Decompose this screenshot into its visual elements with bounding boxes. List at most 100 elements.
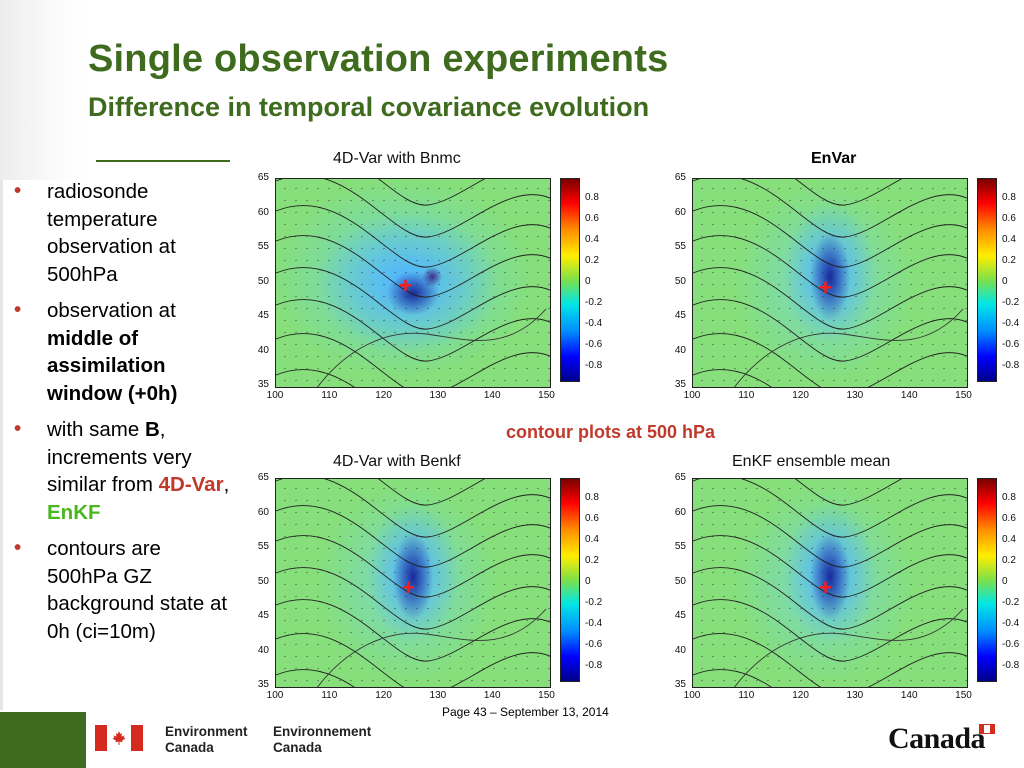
- x-tick-label: 140: [900, 690, 918, 701]
- colorbar: [560, 178, 580, 382]
- bullet-item: • radiosonde temperature observation at 5…: [14, 178, 234, 288]
- bullet-list: • radiosonde temperature observation at 5…: [14, 178, 234, 654]
- canada-wordmark: Canada: [888, 722, 986, 755]
- bullet-icon: •: [14, 417, 22, 440]
- canada-flag-icon: [95, 725, 143, 751]
- y-tick-label: 60: [257, 206, 269, 218]
- department-name-french: Environnement Canada: [273, 724, 371, 756]
- x-tick-label: 120: [792, 390, 809, 401]
- colorbar-tick-label: 0.4: [1002, 234, 1016, 245]
- y-tick-label: 45: [674, 610, 686, 621]
- contour-note: contour plots at 500 hPa: [506, 422, 716, 442]
- y-tick-label: 40: [257, 644, 269, 656]
- slide-title: Single observation experiments: [88, 38, 669, 80]
- colorbar-tick-label: 0.2: [1002, 555, 1016, 566]
- x-tick-label: 110: [738, 690, 755, 701]
- colorbar-tick-label: 0.2: [1002, 255, 1016, 266]
- contour-lines: [276, 479, 550, 687]
- bullet-icon: •: [14, 298, 22, 321]
- y-tick-label: 50: [674, 575, 686, 587]
- y-tick-label: 40: [674, 644, 686, 656]
- wordmark-flag-icon: [979, 724, 995, 734]
- bullet-text: contours are 500hPa GZ background state …: [47, 537, 228, 643]
- colorbar-tick-label: -0.2: [1002, 297, 1020, 308]
- colorbar-tick-label: 0.8: [1002, 492, 1016, 503]
- footer-green-block: [0, 712, 86, 768]
- x-tick-label: 140: [483, 690, 501, 701]
- plot-title-4dvar-bnmc: 4D-Var with Bnmc: [333, 150, 461, 167]
- contour-lines: [693, 179, 967, 387]
- colorbar-tick-label: 0.8: [1002, 192, 1016, 203]
- bullet-icon: •: [14, 536, 22, 559]
- map-plot-area: +: [275, 178, 551, 388]
- bullet-text: with same: [47, 418, 145, 441]
- footer: [0, 712, 1024, 768]
- colorbar-tick-label: -0.6: [1002, 339, 1020, 350]
- bullet-text: EnKF: [47, 500, 101, 524]
- y-tick-label: 65: [257, 172, 269, 183]
- colorbar-tick-label: -0.4: [585, 618, 603, 629]
- x-tick-label: 130: [846, 690, 864, 701]
- observation-marker: +: [819, 275, 832, 300]
- colorbar-tick-label: -0.4: [585, 318, 603, 329]
- y-tick-label: 40: [257, 344, 269, 356]
- colorbar: [977, 478, 997, 682]
- y-tick-label: 35: [674, 379, 686, 390]
- x-tick-label: 120: [375, 690, 392, 701]
- x-tick-label: 150: [538, 390, 555, 401]
- dept-en-line-2: Canada: [165, 740, 214, 755]
- bullet-text: 4D-Var: [158, 473, 224, 496]
- y-tick-label: 50: [257, 575, 269, 587]
- x-tick-label: 140: [900, 390, 918, 401]
- plot-title-enkf-mean: EnKF ensemble mean: [732, 453, 891, 470]
- title-underline: [96, 160, 230, 162]
- dept-fr-line-2: Canada: [273, 740, 322, 755]
- x-tick-label: 150: [955, 390, 972, 401]
- y-tick-label: 35: [674, 679, 686, 690]
- colorbar-tick-label: 0.6: [1002, 513, 1016, 524]
- colorbar-tick-label: 0.6: [585, 513, 599, 524]
- colorbar-tick-label: -0.6: [585, 639, 603, 650]
- y-tick-label: 45: [674, 310, 686, 321]
- colorbar-tick-label: 0.4: [585, 534, 599, 545]
- x-tick-label: 110: [321, 390, 338, 401]
- x-tick-label: 100: [683, 690, 701, 701]
- y-tick-label: 50: [674, 275, 686, 287]
- plot-title-4dvar-benkf: 4D-Var with Benkf: [333, 453, 461, 470]
- map-plot-area: +: [692, 478, 968, 688]
- bullet-text: B: [144, 418, 160, 441]
- colorbar-tick-label: 0.6: [1002, 213, 1016, 224]
- map-plot-area: +: [692, 178, 968, 388]
- x-tick-label: 150: [538, 690, 555, 701]
- colorbar-tick-label: 0.8: [585, 492, 599, 503]
- bullet-text: middle of assimilation window (+0h): [47, 326, 178, 405]
- bullet-item: • with same B, increments very similar fr…: [14, 416, 234, 526]
- sidebar-gradient: [0, 0, 86, 180]
- colorbar-tick-label: -0.2: [1002, 597, 1020, 608]
- colorbar-tick-label: -0.8: [585, 360, 603, 371]
- colorbar-tick-label: -0.8: [1002, 360, 1020, 371]
- y-tick-label: 55: [674, 241, 686, 252]
- x-tick-label: 130: [429, 690, 447, 701]
- left-rule: [0, 180, 3, 710]
- observation-marker: +: [819, 575, 832, 600]
- contour-lines: [693, 479, 967, 687]
- colorbar-tick-label: 0.4: [585, 234, 599, 245]
- x-tick-label: 100: [266, 390, 284, 401]
- colorbar-tick-label: -0.6: [1002, 639, 1020, 650]
- y-tick-label: 55: [257, 541, 269, 552]
- bullet-text: , increments very similar from: [47, 418, 192, 496]
- colorbar-tick-label: 0.8: [585, 192, 599, 203]
- colorbar-tick-label: 0.2: [585, 255, 599, 266]
- bullet-item: • observation at middle of assimilation w…: [14, 297, 234, 407]
- bullet-item: • contours are 500hPa GZ background state…: [14, 535, 234, 645]
- colorbar-tick-label: -0.2: [585, 597, 603, 608]
- colorbar-tick-label: 0: [585, 276, 591, 287]
- observation-marker: +: [402, 575, 415, 600]
- colorbar-tick-label: -0.4: [1002, 318, 1020, 329]
- plot-label-envar: EnVar: [811, 150, 857, 167]
- x-tick-label: 100: [683, 390, 701, 401]
- x-tick-label: 120: [375, 390, 392, 401]
- x-tick-label: 110: [321, 690, 338, 701]
- x-tick-label: 120: [792, 690, 809, 701]
